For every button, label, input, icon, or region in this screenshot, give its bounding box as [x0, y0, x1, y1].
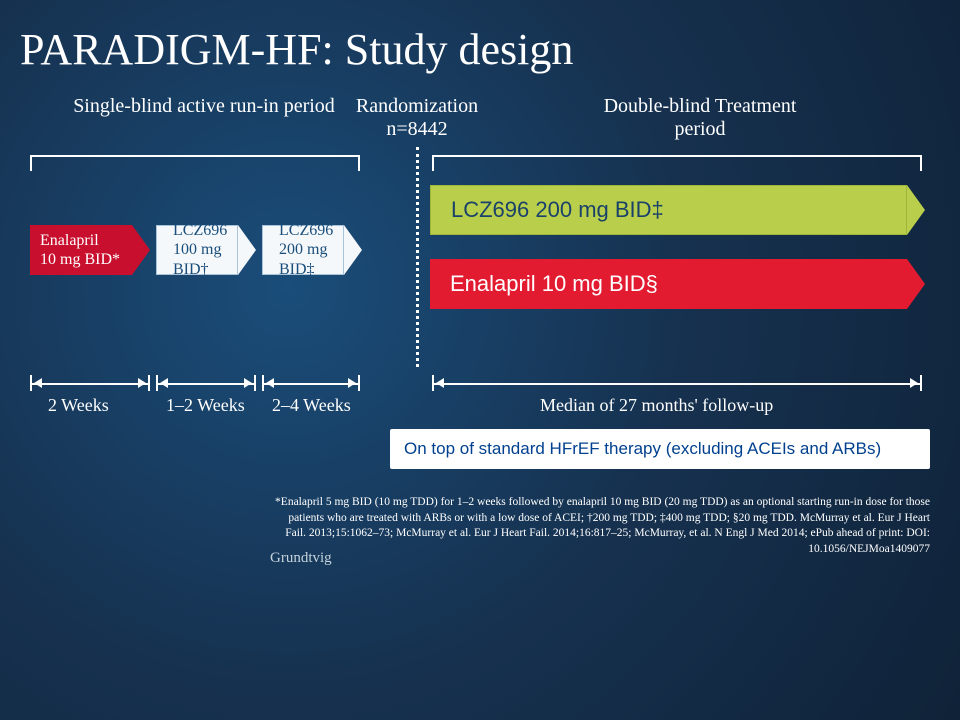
brace-w3 [262, 375, 360, 391]
weeks-1: 2 Weeks [48, 395, 109, 416]
brace-w1 [30, 375, 150, 391]
arm-enalapril: Enalapril 10 mg BID§ [430, 259, 925, 309]
label-doubleblind: Double-blind Treatment period [590, 95, 810, 141]
runin-lcz200-l1: LCZ696 [279, 222, 333, 239]
brace-doubleblind [432, 155, 922, 173]
weeks-median: Median of 27 months' follow-up [540, 395, 773, 416]
arm-lcz696-label: LCZ696 200 mg BID‡ [451, 197, 664, 223]
page-title: PARADIGM-HF: Study design [0, 0, 960, 85]
arm-enalapril-label: Enalapril 10 mg BID§ [450, 271, 658, 297]
runin-enalapril-l1: Enalapril [40, 231, 120, 250]
arm-lcz696: LCZ696 200 mg BID‡ [430, 185, 925, 235]
author-label: Grundtvig [270, 550, 332, 567]
weeks-2: 1–2 Weeks [166, 395, 245, 416]
brace-median [432, 375, 922, 391]
runin-lcz200: LCZ696 200 mg BID‡ [262, 225, 362, 275]
runin-lcz100-l1: LCZ696 [173, 222, 227, 239]
label-rand-n: n=8442 [386, 118, 447, 140]
study-diagram: Single-blind active run-in period Random… [20, 95, 940, 575]
runin-lcz100-l2: 100 mg BID† [173, 241, 221, 277]
runin-lcz100: LCZ696 100 mg BID† [156, 225, 256, 275]
label-rand-top: Randomization [356, 95, 478, 117]
label-randomization: Randomization n=8442 [352, 95, 482, 141]
therapy-note: On top of standard HFrEF therapy (exclud… [390, 429, 930, 469]
weeks-3: 2–4 Weeks [272, 395, 351, 416]
brace-w2 [156, 375, 256, 391]
runin-lcz200-l2: 200 mg BID‡ [279, 241, 327, 277]
brace-runin [30, 155, 360, 173]
runin-enalapril: Enalapril 10 mg BID* [30, 225, 150, 275]
label-runin: Single-blind active run-in period [64, 95, 344, 118]
runin-enalapril-l2: 10 mg BID* [40, 250, 120, 269]
randomization-divider [416, 147, 419, 367]
footnote: *Enalapril 5 mg BID (10 mg TDD) for 1–2 … [270, 495, 930, 557]
